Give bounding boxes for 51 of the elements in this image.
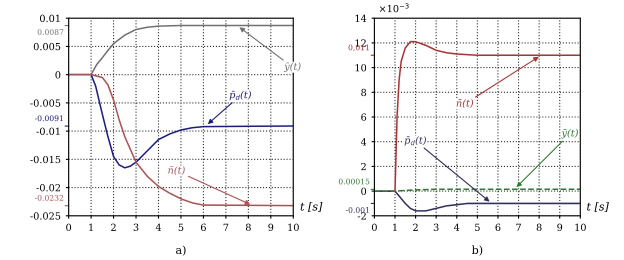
x-tick-label: 0 (372, 224, 377, 231)
x-tick-label: 4 (156, 224, 162, 231)
x-tick-label: 8 (246, 224, 251, 231)
annotation: p̄$_{d}$(t) (230, 90, 251, 100)
y-tick-label: -0.005 (30, 99, 60, 107)
y-tick-label: 8 (361, 88, 366, 96)
x-tick-label: 1 (393, 224, 397, 231)
x-tick-label: 6 (200, 224, 206, 231)
x-tick-label: 9 (557, 224, 562, 231)
annotation: ȳ(t) (561, 128, 578, 138)
x-tick-label: 2 (413, 224, 418, 231)
annotation: n̄(t) (168, 166, 185, 176)
x-tick-label: 10 (288, 224, 299, 231)
x-tick-label: 4 (454, 224, 460, 231)
y-tick-label: 10 (356, 64, 366, 72)
x-tick-label: 3 (134, 224, 138, 231)
x-tick-label: 6 (496, 224, 500, 231)
y-tick-label: 2 (361, 162, 366, 170)
annotation: n̄(t) (456, 99, 474, 108)
x-axis-title: t [s] (587, 202, 609, 212)
x-tick-label: 3 (434, 224, 439, 231)
annotation: p̄$_{d}$(t) (404, 136, 426, 146)
x-tick-label: 7 (224, 224, 228, 231)
y-tick-label: 0.005 (34, 42, 60, 50)
y-tick-label: 0 (361, 188, 366, 195)
text: b) (472, 245, 482, 256)
x-tick-label: 9 (268, 224, 274, 231)
y-tick-label: -0.015 (30, 156, 60, 164)
y-tick-label: -2 (358, 212, 366, 220)
x-tick-label: 10 (575, 224, 586, 231)
y-tick-label: 6 (361, 113, 366, 121)
y-tick-label: -0.01 (36, 128, 60, 135)
text: ×10$^{−3}$ (380, 3, 409, 12)
x-tick-label: 5 (178, 224, 184, 231)
y-tick-label: -0.02 (36, 184, 60, 192)
x-tick-label: 1 (89, 224, 93, 231)
y-tick-label: 4 (360, 138, 366, 146)
y-tick-label: 0 (55, 71, 60, 78)
x-tick-label: 8 (536, 224, 542, 231)
x-tick-label: 0 (66, 224, 72, 231)
y-tick-label: -0.025 (30, 212, 60, 220)
y-tick-label: 0.01 (40, 14, 60, 22)
annotation: ȳ(t) (284, 62, 301, 72)
x-tick-label: 7 (516, 224, 521, 231)
text: a) (176, 245, 186, 256)
x-tick-label: 2 (111, 224, 116, 231)
x-axis-title: t [s] (300, 202, 322, 212)
x-tick-label: 5 (475, 224, 480, 231)
y-tick-label: 14 (356, 14, 366, 22)
y-tick-label: 12 (356, 39, 366, 47)
line-series (68, 74, 294, 206)
